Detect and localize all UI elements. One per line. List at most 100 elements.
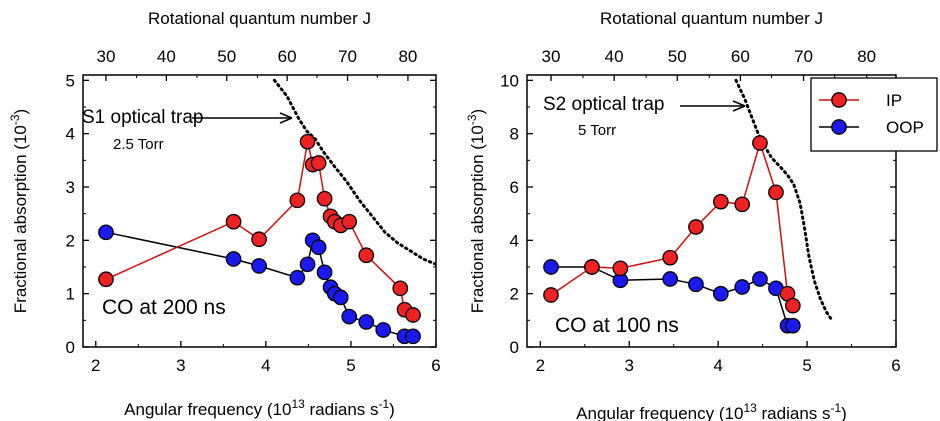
top-tick-label: 80 [398, 47, 417, 66]
trap-label: S1 optical trap [82, 107, 203, 128]
plot-frame [526, 74, 897, 348]
top-tick-label: 80 [857, 47, 876, 66]
oop-data-point [662, 271, 679, 287]
top-tick-label: 50 [668, 47, 687, 66]
ip-data-point [712, 193, 729, 210]
top-axis-title: Rotational quantum number J [148, 9, 371, 28]
y-tick-label: 0 [510, 338, 519, 357]
oop-data-point [332, 289, 349, 306]
plot-frame [82, 74, 437, 348]
oop-data-point [341, 308, 358, 325]
oop-data-point [289, 269, 306, 286]
data-layer [98, 78, 436, 345]
x-axis-title: Angular frequency (1013 radians s-1) [576, 401, 847, 421]
oop-data-point [310, 239, 327, 256]
legend-marker [831, 119, 847, 135]
ip-data-point [251, 231, 267, 248]
top-tick-label: 70 [338, 47, 357, 66]
y-tick-label: 3 [66, 178, 75, 197]
ip-data-point [225, 213, 242, 230]
y-axis-title-main: Fractional absorption (10 [11, 125, 30, 313]
data-layer [543, 78, 834, 334]
oop-data-point [785, 317, 801, 334]
legend-marker [831, 92, 847, 108]
top-tick-label: 40 [605, 47, 624, 66]
oop-data-point [712, 285, 729, 302]
x-axis-title-main: Angular frequency (10 [576, 404, 743, 421]
oop-series-line [105, 231, 413, 338]
oop-data-point [299, 256, 316, 273]
x-tick-label: 4 [713, 356, 722, 375]
ip-data-point [768, 184, 784, 201]
x-axis-title-unit-exponent: -1 [379, 397, 390, 411]
y-axis-title-exponent: -3 [465, 114, 479, 125]
y-tick-label: 4 [66, 125, 75, 144]
trap-arrow-head [279, 112, 293, 124]
y-tick-label: 2 [66, 231, 75, 250]
x-axis-title-exponent: 13 [743, 401, 757, 415]
y-tick-label: 5 [66, 71, 75, 90]
trap-arrow-head [732, 100, 746, 112]
x-tick-label: 3 [176, 356, 185, 375]
x-axis-title-close: ) [841, 404, 847, 421]
legend-entry-oop: OOP [819, 118, 924, 137]
condition-label: CO at 200 ns [102, 296, 226, 319]
legend-box [810, 77, 938, 152]
y-axis-title-close: ) [11, 109, 30, 115]
ip-data-point [612, 260, 629, 277]
ip-data-point [341, 213, 358, 230]
x-tick-label: 2 [91, 356, 100, 375]
ip-data-point [405, 307, 421, 323]
oop-data-point [316, 264, 333, 281]
y-tick-label: 6 [510, 178, 519, 197]
ip-data-point [662, 249, 679, 266]
x-axis-title: Angular frequency (1013 radians s-1) [124, 397, 395, 419]
oop-data-point [752, 271, 768, 287]
x-tick-label: 6 [891, 356, 900, 375]
ip-data-point [316, 190, 333, 207]
ip-data-point [392, 280, 409, 297]
x-tick-label: 5 [346, 356, 355, 375]
y-tick-label: 0 [66, 338, 75, 357]
x-axis-title-exponent: 13 [291, 397, 305, 411]
top-tick-label: 30 [97, 47, 116, 66]
optical-trap-dotted-line [734, 78, 834, 322]
pressure-label: 5 Torr [578, 122, 616, 139]
ip-series-line [105, 141, 414, 316]
ip-data-point [310, 155, 327, 171]
y-axis-title-main: Fractional absorption (10 [468, 125, 487, 313]
x-tick-label: 4 [261, 356, 270, 375]
x-tick-label: 2 [536, 356, 545, 375]
legend-label: IP [886, 91, 902, 110]
top-tick-label: 40 [157, 47, 176, 66]
top-tick-label: 60 [278, 47, 297, 66]
y-axis-title-exponent: -3 [8, 114, 22, 125]
y-axis-title: Fractional absorption (10-3) [8, 109, 30, 313]
x-axis-title-unit-exponent: -1 [831, 401, 842, 415]
top-tick-label: 50 [217, 47, 236, 66]
trap-label: S2 optical trap [543, 94, 664, 115]
x-axis-title-unit: radians s [305, 400, 379, 419]
ip-data-point [289, 192, 306, 209]
oop-data-point [688, 276, 704, 293]
oop-data-point [358, 314, 375, 330]
y-tick-label: 4 [510, 231, 519, 250]
optical-trap-dotted-line [272, 78, 436, 266]
ip-data-point [752, 135, 768, 151]
pressure-label: 2.5 Torr [113, 136, 164, 153]
ip-data-point [543, 287, 559, 303]
top-axis-title: Rotational quantum number J [600, 9, 823, 28]
condition-label: CO at 100 ns [555, 314, 679, 337]
oop-data-point [98, 224, 114, 241]
x-axis-title-main: Angular frequency (10 [124, 400, 291, 419]
ip-data-point [299, 133, 316, 150]
ip-data-point [358, 247, 375, 264]
ip-data-point [584, 259, 600, 275]
ip-data-point [734, 196, 751, 213]
legend-label: OOP [886, 118, 924, 137]
ip-data-point [98, 271, 114, 288]
oop-data-point [405, 328, 421, 345]
ip-data-point [785, 297, 801, 314]
